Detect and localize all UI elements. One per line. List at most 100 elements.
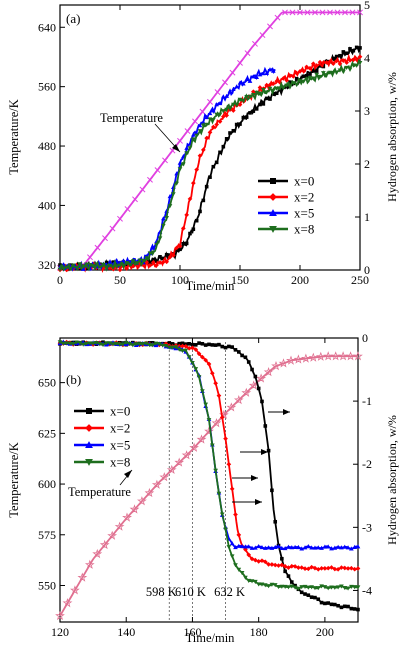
series-x-0 [58,340,360,612]
data-point [160,216,166,221]
data-point [313,595,317,600]
panel-b-ylabel-right: Hydrogen absorption, w/% [385,415,399,545]
data-point [272,562,278,568]
panel-a-ylabel-left: Temperature/K [7,99,21,174]
data-point [107,259,113,264]
legend-swatch-marker [269,193,277,201]
data-point [234,122,239,127]
data-point [250,74,256,79]
x-tick-label: 0 [57,273,63,287]
data-point [307,75,313,81]
data-point [294,70,300,76]
data-point [337,68,343,73]
data-point [120,342,126,347]
data-point [296,586,301,591]
series-x-8 [57,340,361,591]
data-point [70,341,76,347]
data-point [214,160,219,165]
series-line-x-2 [59,341,359,571]
data-point [267,67,273,72]
data-point [338,351,348,361]
data-point [177,243,183,249]
y-right-tick-label: 4 [364,51,370,65]
data-point [192,118,198,125]
data-point [331,56,336,61]
data-point [297,69,303,74]
data-point [348,47,352,51]
data-point [137,258,143,263]
x-tick-label: 100 [171,273,189,287]
data-point [204,135,210,141]
data-point [60,341,66,346]
data-point [99,539,110,550]
data-point [166,464,177,475]
data-point [134,261,140,266]
data-point [154,167,161,174]
y-right-tick-label: -4 [362,583,372,597]
data-point [210,124,216,130]
data-point [339,584,344,589]
data-point [290,81,296,86]
data-point [302,566,308,571]
y-right-tick-label: -2 [362,457,372,471]
data-point [139,186,146,193]
data-point [177,160,183,165]
data-point [80,264,86,269]
data-point [303,592,307,596]
data-point [70,263,76,268]
data-point [220,109,226,114]
data-point [249,545,255,550]
data-point [177,341,181,346]
y-left-tick-label: 640 [38,20,56,34]
data-point [302,545,308,550]
data-point [315,351,326,361]
data-point [170,342,175,346]
data-point [330,61,336,66]
data-point [282,584,288,590]
data-point [280,76,286,81]
data-point [324,73,330,78]
data-point [180,341,185,346]
y-right-tick-label: 3 [364,104,370,118]
data-point [349,9,356,16]
data-point [187,196,193,202]
data-point [144,487,155,498]
data-point [60,266,66,272]
data-point [318,64,322,68]
data-point [341,50,346,54]
x-tick-label: 150 [231,273,249,287]
data-point [181,450,192,460]
data-point [334,54,339,59]
data-point [271,361,281,371]
data-point [87,254,93,261]
reference-line-label: 598 K [146,585,177,599]
data-point [302,584,308,590]
data-point [210,108,216,113]
data-point [190,360,195,366]
data-point [129,504,140,514]
data-point [355,566,361,571]
panel-a-xlabel: Time/min [186,279,236,293]
axis-arrowhead [255,499,262,505]
data-point [309,545,314,550]
data-point [187,146,193,151]
data-point [336,603,340,608]
data-point [256,582,262,587]
data-point [187,342,191,346]
data-point [262,545,268,550]
legend-item-x-2: x=2 [258,190,314,205]
data-point [77,572,88,582]
data-point [334,58,340,64]
data-point [190,180,196,186]
data-point [326,601,330,605]
data-point [335,566,341,572]
data-point [292,564,298,569]
data-point [289,545,295,550]
data-point [325,586,331,591]
data-point [84,341,89,346]
data-point [274,86,280,91]
data-point [114,261,119,265]
data-point [340,58,346,63]
data-point [304,77,310,82]
data-point [345,545,351,550]
